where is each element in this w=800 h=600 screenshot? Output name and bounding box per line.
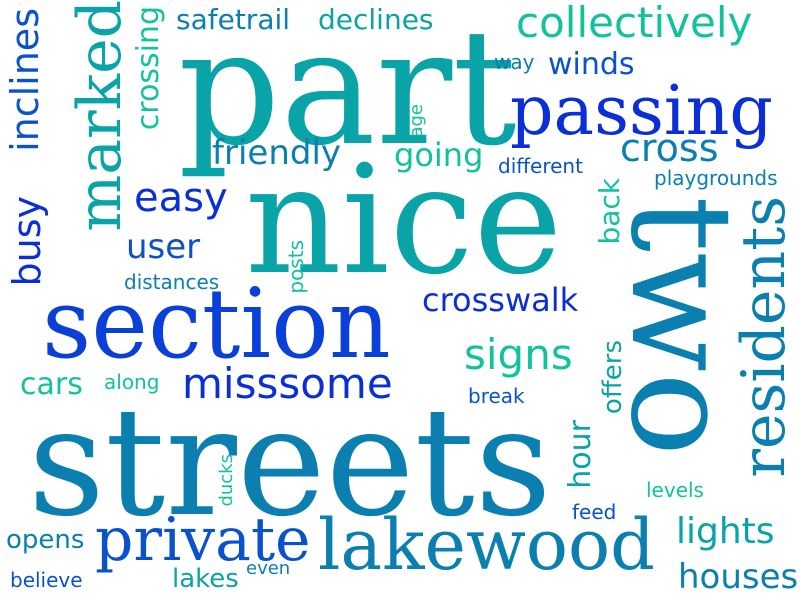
word-safetrail: safetrail xyxy=(176,3,291,36)
word-levels: levels xyxy=(646,478,704,502)
word-easy: easy xyxy=(134,175,228,221)
word-signs: signs xyxy=(464,330,573,379)
word-part: part xyxy=(178,0,517,181)
word-opens: opens xyxy=(6,525,85,555)
word-even: even xyxy=(246,558,291,579)
word-different: different xyxy=(498,154,583,178)
word-posts: posts xyxy=(284,240,308,294)
word-distances: distances xyxy=(124,270,220,294)
word-collectively: collectively xyxy=(516,0,753,47)
word-cars: cars xyxy=(20,367,83,402)
word-section: section xyxy=(42,268,391,380)
word-marked: marked xyxy=(65,0,135,232)
word-winds: winds xyxy=(548,47,635,82)
word-back: back xyxy=(593,178,626,245)
word-passing: passing xyxy=(510,72,773,151)
word-houses: houses xyxy=(678,557,799,597)
word-hour: hour xyxy=(563,420,598,489)
word-lakewood: lakewood xyxy=(318,504,655,586)
word-ducks: ducks xyxy=(216,454,237,507)
word-misssome: misssome xyxy=(182,359,393,408)
word-break: break xyxy=(468,384,525,408)
word-offers: offers xyxy=(598,340,628,415)
word-streets: streets xyxy=(28,376,552,550)
word-going: going xyxy=(394,136,484,174)
word-cross: cross xyxy=(620,126,719,170)
word-residents: residents xyxy=(729,196,799,478)
word-playgrounds: playgrounds xyxy=(654,166,778,190)
word-private: private xyxy=(95,505,311,575)
word-declines: declines xyxy=(318,3,434,36)
word-feed: feed xyxy=(572,500,617,524)
word-nice: nice xyxy=(245,134,563,308)
word-lakes: lakes xyxy=(172,564,239,594)
word-crossing: crossing xyxy=(131,6,166,131)
word-user: user xyxy=(126,227,201,267)
word-busy: busy xyxy=(5,196,49,287)
word-along: along xyxy=(104,370,160,394)
word-friendly: friendly xyxy=(212,133,342,173)
word-believe: believe xyxy=(10,568,83,592)
word-lights: lights xyxy=(676,511,775,552)
word-inclines: inclines xyxy=(3,8,47,152)
word-crosswalk: crosswalk xyxy=(422,281,579,319)
word-way: way xyxy=(494,50,535,74)
word-age: age xyxy=(406,104,427,138)
